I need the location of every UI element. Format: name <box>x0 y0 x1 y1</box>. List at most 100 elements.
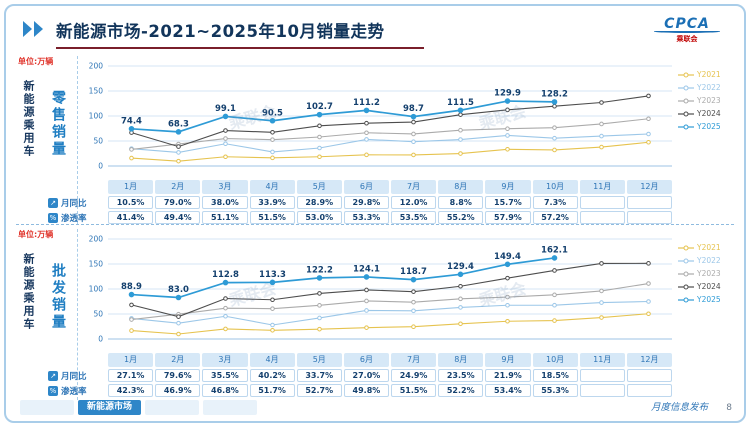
legend-swatch-icon <box>678 297 694 302</box>
value-cell: 51.1% <box>202 211 248 224</box>
svg-text:111.2: 111.2 <box>353 98 380 108</box>
month-cell: 6月 <box>343 180 389 194</box>
page-number: 8 <box>726 403 732 413</box>
row-label-text: 渗透率 <box>61 386 87 397</box>
svg-text:113.3: 113.3 <box>259 270 286 280</box>
month-cell: 4月 <box>249 353 295 367</box>
svg-text:129.4: 129.4 <box>447 262 474 272</box>
svg-text:0: 0 <box>98 162 103 171</box>
legend-item: Y2021 <box>678 68 734 81</box>
month-cell: 12月 <box>626 353 672 367</box>
value-cell: 8.8% <box>438 196 484 209</box>
value-cell: 15.7% <box>485 196 531 209</box>
value-cell: 79.0% <box>155 196 201 209</box>
wholesale-left-labels: 单位:万辆 新能源乘用车 批发销量 <box>16 229 78 400</box>
svg-text:74.4: 74.4 <box>121 116 142 126</box>
retail-legend: Y2021 Y2022 Y2023 Y2024 Y2025 <box>678 56 734 224</box>
publish-label: 月度信息发布 <box>650 402 708 413</box>
legend-swatch-icon <box>678 258 694 263</box>
legend-label: Y2023 <box>697 96 721 105</box>
legend-item: Y2025 <box>678 293 734 306</box>
row-label-text: 渗透率 <box>61 213 87 224</box>
value-cell: 12.0% <box>391 196 437 209</box>
svg-text:128.2: 128.2 <box>541 89 568 99</box>
retail-section: 单位:万辆 新能源乘用车 零售销量 乘联会 乘联会 0 50 100 150 200 74… <box>16 56 734 224</box>
month-cell: 3月 <box>202 353 248 367</box>
value-cell: 27.1% <box>108 369 154 382</box>
svg-text:122.2: 122.2 <box>306 265 333 275</box>
value-cell <box>626 384 672 397</box>
svg-text:102.7: 102.7 <box>306 102 333 112</box>
legend-swatch-icon <box>678 72 694 77</box>
value-cell: 57.2% <box>532 211 578 224</box>
value-cell: 53.0% <box>296 211 342 224</box>
legend-item: Y2022 <box>678 254 734 267</box>
legend-label: Y2025 <box>697 295 721 304</box>
value-cell: 46.9% <box>155 384 201 397</box>
value-cell: 55.2% <box>438 211 484 224</box>
legend-label: Y2022 <box>697 83 721 92</box>
wholesale-chart-col: 乘联会 乘联会 0 50 100 150 200 88.9 83.0 112.8 113.3 12… <box>48 229 678 400</box>
unit-label: 单位:万辆 <box>18 230 54 239</box>
value-cell: 52.2% <box>438 384 484 397</box>
svg-text:99.1: 99.1 <box>215 104 236 114</box>
value-cell: 49.8% <box>343 384 389 397</box>
month-cell: 9月 <box>485 353 531 367</box>
retail-chart-col: 乘联会 乘联会 0 50 100 150 200 74.4 68.3 99.1 90.5 102.… <box>48 56 678 224</box>
month-cell: 5月 <box>296 180 342 194</box>
yoy-icon: ↗ <box>48 197 58 208</box>
legend-item: Y2024 <box>678 107 734 120</box>
tab-faint[interactable] <box>203 400 258 415</box>
legend-swatch-icon <box>678 98 694 103</box>
header: 新能源市场-2021~2025年10月销量走势 CPCA 乘联会 <box>22 16 728 50</box>
row-label-text: 月同比 <box>61 198 87 209</box>
legend-label: Y2021 <box>697 243 721 252</box>
cpca-logo-swoosh-icon <box>654 30 720 33</box>
row-label-text: 月同比 <box>61 371 87 382</box>
value-cell: 57.9% <box>485 211 531 224</box>
charts-area: 单位:万辆 新能源乘用车 零售销量 乘联会 乘联会 0 50 100 150 200 74… <box>16 56 734 400</box>
tab-new-energy-market[interactable]: 新能源市场 <box>78 400 142 415</box>
svg-text:124.1: 124.1 <box>353 264 380 274</box>
tab-faint[interactable] <box>20 400 74 415</box>
value-cell: 33.9% <box>249 196 295 209</box>
svg-text:200: 200 <box>89 235 104 244</box>
wholesale-axis-label: 批发销量 <box>50 263 66 331</box>
svg-text:50: 50 <box>93 137 103 146</box>
value-cell: 28.9% <box>296 196 342 209</box>
svg-text:149.4: 149.4 <box>494 252 521 262</box>
legend-label: Y2024 <box>697 109 721 118</box>
month-cell: 3月 <box>202 180 248 194</box>
value-cell: 23.5% <box>438 369 484 382</box>
legend-label: Y2021 <box>697 70 721 79</box>
wholesale-penetration-row: % 渗透率 42.3% 46.9% 46.8% 51.7% 52.7% 49.8% 51.5% 5… <box>48 384 672 397</box>
month-cell: 1月 <box>108 353 154 367</box>
svg-text:112.8: 112.8 <box>212 270 239 280</box>
month-cell: 4月 <box>249 180 295 194</box>
svg-text:100: 100 <box>89 285 104 294</box>
row-label: ↗ 月同比 <box>48 369 106 382</box>
value-cell: 10.5% <box>108 196 154 209</box>
value-cell <box>626 196 672 209</box>
value-cell: 52.7% <box>296 384 342 397</box>
value-cell <box>626 369 672 382</box>
svg-text:83.0: 83.0 <box>168 285 189 295</box>
row-label: ↗ 月同比 <box>48 196 106 209</box>
svg-text:68.3: 68.3 <box>168 119 189 129</box>
wholesale-yoy-row: ↗ 月同比 27.1% 79.6% 35.5% 40.2% 33.7% 27.0% 24.9% 2… <box>48 369 672 382</box>
tab-faint[interactable] <box>145 400 200 415</box>
retail-yoy-row: ↗ 月同比 10.5% 79.0% 38.0% 33.9% 28.9% 29.8% 12.0% 8… <box>48 196 672 209</box>
legend-swatch-icon <box>678 111 694 116</box>
wholesale-legend: Y2021 Y2022 Y2023 Y2024 Y2025 <box>678 229 734 400</box>
legend-swatch-icon <box>678 85 694 90</box>
retail-months-row: 1月 2月 3月 4月 5月 6月 7月 8月 9月 10月 11月 12月 <box>108 180 672 194</box>
value-cell: 21.9% <box>485 369 531 382</box>
svg-text:50: 50 <box>93 310 103 319</box>
retail-axis-label: 零售销量 <box>50 90 66 158</box>
value-cell: 53.5% <box>391 211 437 224</box>
value-cell: 7.3% <box>532 196 578 209</box>
segment-label: 新能源乘用车 <box>22 253 35 331</box>
title-chevrons-icon <box>23 21 43 37</box>
cpca-logo: CPCA 乘联会 <box>648 16 726 44</box>
legend-item: Y2024 <box>678 280 734 293</box>
